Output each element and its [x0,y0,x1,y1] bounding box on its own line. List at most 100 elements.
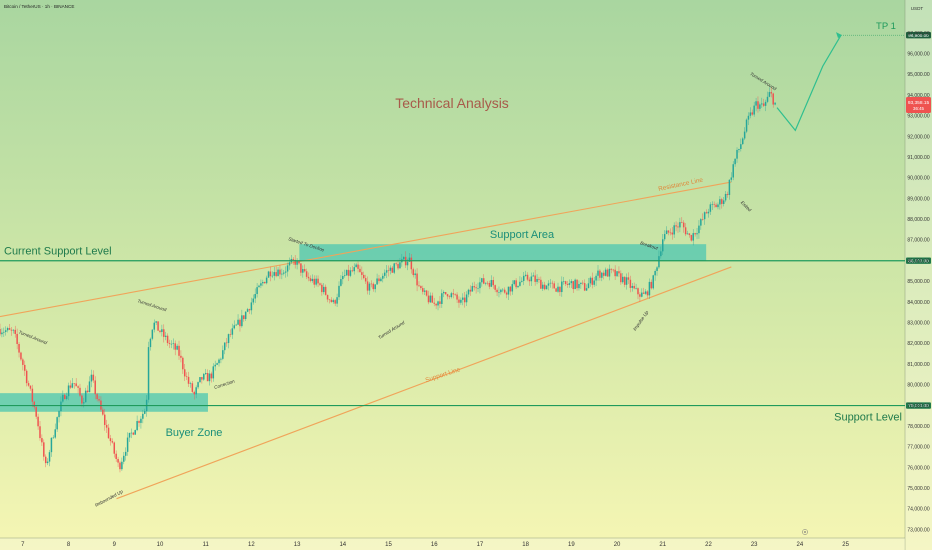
candle[interactable] [345,269,348,276]
candle[interactable] [0,323,1,336]
candle[interactable] [507,286,510,301]
candle[interactable] [530,272,533,286]
candle[interactable] [155,320,157,326]
candle[interactable] [223,342,226,355]
candle[interactable] [130,428,133,439]
candle[interactable] [380,277,382,282]
candle[interactable] [117,456,119,467]
candle[interactable] [479,277,481,294]
candle[interactable] [31,384,34,408]
candle[interactable] [682,220,685,233]
candle[interactable] [599,269,601,281]
candle[interactable] [591,272,594,289]
candle[interactable] [547,280,550,291]
candle[interactable] [549,278,552,288]
candle[interactable] [48,449,51,467]
candle[interactable] [568,279,571,288]
candle[interactable] [387,265,390,277]
candle[interactable] [370,280,373,288]
candle[interactable] [286,262,289,277]
candle[interactable] [433,297,435,307]
candle[interactable] [372,282,375,292]
candle[interactable] [604,267,607,277]
candle[interactable] [707,208,710,218]
candle[interactable] [728,179,731,200]
candle[interactable] [317,275,319,288]
candle[interactable] [172,338,175,350]
candle[interactable] [736,147,738,163]
candle[interactable] [216,362,218,366]
candle[interactable] [347,264,350,282]
candle[interactable] [522,271,525,286]
candle[interactable] [694,232,696,237]
candle[interactable] [753,101,755,117]
candle[interactable] [22,357,24,371]
candle[interactable] [363,271,365,280]
candle[interactable] [399,257,401,269]
candle[interactable] [12,329,15,334]
candle[interactable] [376,273,378,285]
candle[interactable] [633,282,635,290]
candle[interactable] [589,276,592,287]
candle[interactable] [349,267,352,278]
candle[interactable] [222,345,224,361]
candle[interactable] [170,340,173,349]
candle[interactable] [711,201,714,211]
candle[interactable] [27,380,30,387]
candle[interactable] [610,268,613,274]
candle[interactable] [614,265,616,281]
candle[interactable] [256,283,258,298]
candle[interactable] [201,376,203,384]
candle[interactable] [595,273,597,287]
candle[interactable] [671,227,674,240]
candle[interactable] [747,112,750,126]
candle[interactable] [96,392,98,402]
projection-path[interactable] [776,34,842,132]
candle[interactable] [303,264,306,273]
candle[interactable] [94,376,96,400]
candle[interactable] [639,292,641,302]
candle[interactable] [467,288,470,298]
candle[interactable] [102,407,104,416]
candle[interactable] [502,288,504,293]
candle[interactable] [477,282,479,293]
candle[interactable] [646,290,649,299]
candle[interactable] [168,339,171,349]
candle[interactable] [300,263,302,277]
candle[interactable] [6,326,9,333]
candle[interactable] [10,327,13,336]
candle[interactable] [359,264,361,273]
candle[interactable] [378,274,380,284]
candle[interactable] [418,281,420,288]
candle[interactable] [328,298,331,304]
candle[interactable] [441,289,443,308]
candle[interactable] [107,423,110,439]
candle[interactable] [658,250,660,269]
candle[interactable] [732,161,734,181]
candle[interactable] [402,256,405,261]
candle[interactable] [189,381,192,388]
candle[interactable] [336,293,338,307]
candle[interactable] [248,308,251,314]
candle[interactable] [138,419,140,427]
candle[interactable] [239,318,241,332]
candle[interactable] [540,276,542,289]
candle[interactable] [29,385,32,391]
candle[interactable] [258,284,260,288]
candle[interactable] [545,285,548,290]
candle[interactable] [275,266,277,278]
candle[interactable] [235,323,237,327]
candle[interactable] [140,416,142,429]
candle[interactable] [183,363,186,382]
candle[interactable] [559,286,561,297]
candle[interactable] [730,172,733,183]
candle[interactable] [134,429,136,435]
candle[interactable] [532,272,534,277]
candle[interactable] [629,275,632,293]
candle[interactable] [1,328,3,338]
candle[interactable] [321,282,323,296]
candle[interactable] [16,328,18,350]
candle[interactable] [159,330,161,334]
candle[interactable] [692,229,694,246]
candle[interactable] [562,276,565,285]
